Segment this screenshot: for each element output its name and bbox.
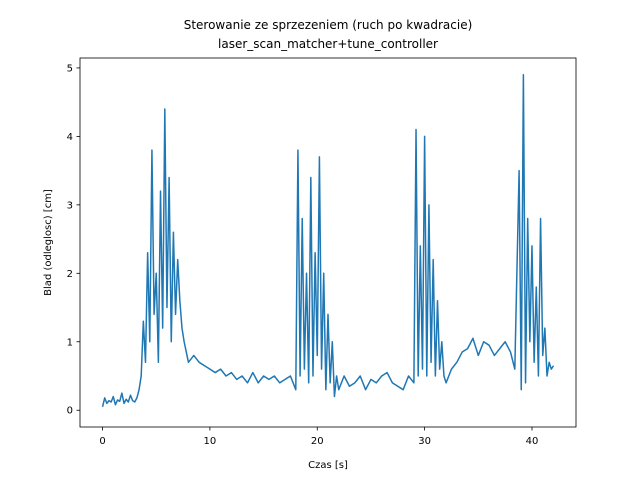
x-tick-label: 40 — [526, 436, 539, 447]
x-tick-label: 10 — [204, 436, 217, 447]
y-axis-label: Blad (odleglosc) [cm] — [43, 189, 54, 296]
x-axis-ticks: 0 10 20 30 40 — [99, 427, 538, 447]
y-tick-label: 2 — [67, 269, 73, 280]
y-tick-label: 3 — [67, 200, 73, 211]
y-tick-label: 5 — [67, 63, 73, 74]
series-line — [101, 74, 555, 407]
x-axis-label: Czas [s] — [308, 460, 348, 471]
y-tick-label: 1 — [67, 337, 73, 348]
plot-area-frame — [79, 57, 577, 428]
y-tick-label: 0 — [67, 406, 73, 417]
x-tick-label: 30 — [418, 436, 431, 447]
y-tick-label: 4 — [67, 132, 73, 143]
x-tick-label: 20 — [311, 436, 324, 447]
series-layer — [101, 74, 555, 407]
chart-subtitle: laser_scan_matcher+tune_controller — [218, 37, 438, 51]
y-axis-ticks: 0 1 2 3 4 5 — [67, 63, 80, 417]
x-tick-label: 0 — [99, 436, 105, 447]
chart-title: Sterowanie ze sprzezeniem (ruch po kwadr… — [184, 18, 473, 32]
